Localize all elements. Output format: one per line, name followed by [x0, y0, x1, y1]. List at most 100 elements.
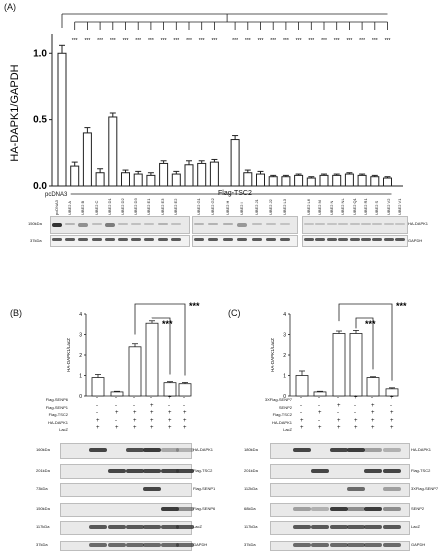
band	[161, 448, 179, 452]
sig-stars: ***	[296, 38, 302, 44]
gapdh-band	[326, 238, 337, 241]
blot-name: GAPDH	[411, 542, 426, 547]
y-tick-label: 4	[283, 312, 286, 318]
band	[131, 223, 142, 225]
band	[311, 525, 329, 529]
band	[78, 223, 89, 227]
blot-name: SENP2	[411, 506, 425, 511]
band	[143, 487, 161, 491]
condition-sign: +	[168, 425, 172, 431]
gapdh-band	[222, 238, 233, 241]
sig-stars: ***	[110, 38, 116, 44]
band	[293, 525, 311, 529]
band	[161, 543, 179, 547]
condition-sign: +	[115, 425, 119, 431]
condition-sign: -	[133, 395, 135, 401]
sig-stars: ***	[346, 38, 352, 44]
blot-name: LacZ	[193, 524, 202, 529]
gapdh-band	[338, 238, 349, 241]
blot-a-target-strip	[302, 216, 408, 234]
condition-sign: +	[390, 410, 394, 416]
panel-c: 3XFlag-SENP7- - - + - + SENP2- - + - + - Flag-TSC2- +…	[222, 0, 445, 551]
condition-label: Flag-TSC2	[48, 412, 68, 417]
condition-sign: +	[371, 410, 375, 416]
band	[347, 448, 365, 452]
condition-sign: -	[115, 417, 117, 424]
band	[176, 468, 194, 473]
band	[293, 507, 311, 511]
condition-sign: -	[337, 395, 339, 401]
condition-sign: -	[300, 402, 302, 409]
condition-sign: -	[300, 410, 302, 416]
gapdh-band	[251, 238, 262, 241]
band	[266, 223, 276, 225]
gapdh-band	[383, 238, 394, 241]
band	[347, 525, 365, 529]
band	[280, 223, 291, 225]
condition-label: HA-DAPK1	[47, 419, 68, 425]
blot-name: 3XFlag-SENP7	[411, 486, 439, 491]
gapdh-band	[349, 238, 360, 241]
blot-a: pcDNA3 UBE2 A UBE2 B UBE2 C UBE2 D1 UBE2 D2 UB…	[0, 198, 445, 248]
band	[364, 525, 382, 529]
band	[383, 543, 401, 547]
sig-bracket	[338, 303, 393, 381]
condition-sign: +	[337, 417, 341, 424]
panel-a-label: (A)	[4, 2, 16, 12]
blot-strip	[60, 483, 192, 497]
xgroup-flag-tsc2: Flag-TSC2	[218, 190, 252, 197]
gapdh-band	[237, 238, 248, 241]
condition-label: Flag-TSC2	[272, 412, 292, 417]
chart-a: 0.0 0.5 1.0 HA-DAPK1/GAPDH *** *** *** *** *** **…	[9, 13, 403, 195]
y-tick-label: 2	[283, 353, 286, 359]
condition-sign: +	[371, 417, 375, 424]
band	[311, 507, 329, 511]
gapdh-band	[395, 238, 406, 241]
gapdh-band	[372, 238, 383, 241]
condition-sign: +	[115, 410, 119, 416]
band	[170, 223, 181, 225]
sig-bracket	[134, 303, 186, 376]
sig-bracket	[355, 317, 374, 370]
sig-stars: ***	[123, 38, 129, 44]
band	[347, 507, 365, 511]
bar	[349, 333, 363, 397]
condition-label: Flag-SENP6	[45, 397, 68, 402]
band	[383, 507, 401, 511]
y-axis-label: HA-DAPK1/GAPDH	[9, 64, 21, 161]
band	[330, 448, 348, 452]
chart-b: 0 1 2 3 4 HA-DAPK1/LacZ *** ***	[66, 301, 200, 400]
condition-sign: -	[300, 395, 302, 401]
band	[91, 223, 102, 225]
blot-name: LacZ	[411, 524, 420, 529]
band	[89, 448, 107, 452]
sig-bracket	[151, 317, 171, 375]
gapdh-band	[78, 238, 89, 241]
band	[52, 223, 62, 227]
condition-sign: +	[168, 395, 172, 401]
condition-sign: +	[354, 395, 358, 401]
band	[194, 223, 204, 225]
condition-label: LacZ	[283, 427, 292, 432]
gapdh-band	[118, 238, 128, 241]
condition-sign: +	[354, 425, 358, 431]
band	[126, 468, 144, 473]
condition-sign: +	[96, 425, 100, 431]
condition-sign: +	[150, 425, 154, 431]
condition-sign: +	[133, 425, 137, 431]
mw-marker: 117kDa	[36, 524, 50, 529]
blot-name: GAPDH	[193, 542, 208, 547]
gapdh-band	[131, 238, 142, 241]
band	[89, 543, 107, 547]
sig-stars: ***	[173, 38, 179, 44]
blot-a-target-strip	[192, 216, 298, 234]
sig-stars: ***	[372, 38, 378, 44]
condition-label: LacZ	[59, 427, 68, 432]
y-tick-label: 3	[79, 333, 82, 339]
panel-b-label: (B)	[10, 308, 22, 318]
band	[208, 223, 219, 225]
band	[395, 223, 406, 225]
band	[222, 223, 233, 225]
y-axis-label: HA-DAPK1/LacZ	[270, 338, 275, 372]
sig-stars: ***	[258, 38, 264, 44]
